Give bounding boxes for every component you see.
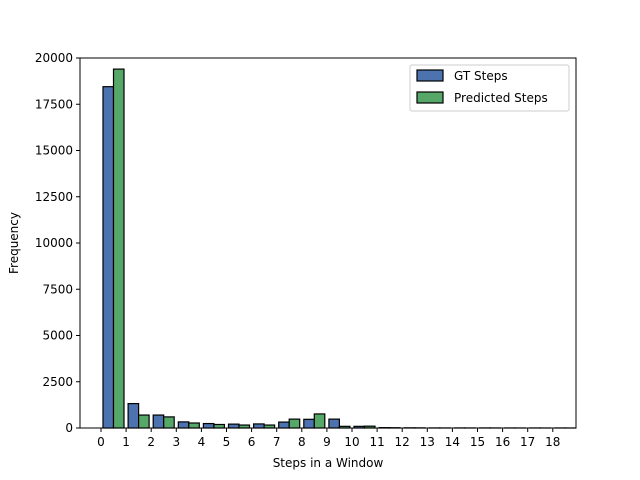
x-tick-label: 1 (122, 435, 130, 449)
x-tick-label: 4 (198, 435, 206, 449)
x-tick-label: 11 (369, 435, 384, 449)
x-tick-label: 8 (298, 435, 306, 449)
bar-gt-steps-6 (253, 423, 265, 429)
x-tick-label: 18 (545, 435, 560, 449)
x-tick-label: 7 (273, 435, 281, 449)
y-tick-label: 12500 (35, 190, 73, 204)
bar-predicted-steps-0 (112, 68, 125, 429)
bar-gt-steps-8 (303, 418, 315, 429)
legend-swatch-gt-steps (416, 69, 444, 82)
bar-gt-steps-2 (152, 414, 165, 429)
y-tick-label: 15000 (35, 144, 73, 158)
x-tick-label: 10 (344, 435, 359, 449)
y-axis-label: Frequency (7, 212, 21, 274)
legend-label-predicted-steps: Predicted Steps (454, 91, 548, 105)
bar-gt-steps-1 (127, 402, 140, 429)
bar-gt-steps-5 (227, 423, 240, 429)
y-tick-label: 0 (65, 421, 73, 435)
bar-predicted-steps-7 (288, 418, 301, 429)
y-axis-ticks: 0 2500 5000 7500 10000 12500 15000 17500 20000 (35, 51, 80, 435)
y-tick-label: 5000 (42, 329, 73, 343)
x-tick-label: 2 (147, 435, 155, 449)
legend-swatch-predicted-steps (416, 91, 444, 104)
x-tick-label: 6 (248, 435, 256, 449)
bar-predicted-steps-4 (213, 423, 225, 429)
legend-label-gt-steps: GT Steps (454, 69, 508, 83)
plot-frame (79, 57, 577, 429)
y-tick-label: 10000 (35, 236, 73, 250)
x-tick-label: 5 (223, 435, 231, 449)
bar-gt-steps-9 (328, 418, 340, 429)
bar-predicted-steps-2 (163, 416, 175, 429)
x-tick-label: 17 (520, 435, 535, 449)
bar-predicted-steps-8 (313, 413, 326, 429)
legend: GT Steps Predicted Steps (409, 64, 570, 112)
y-tick-label: 17500 (35, 97, 73, 111)
bar-predicted-steps-3 (188, 422, 200, 429)
x-axis-ticks: 0 1 2 3 4 5 6 7 8 9 10 11 12 13 14 15 16 17 18 (97, 428, 560, 449)
bar-gt-steps-0 (102, 86, 115, 429)
x-tick-label: 9 (323, 435, 331, 449)
x-axis-label: Steps in a Window (273, 456, 384, 470)
x-tick-label: 15 (470, 435, 485, 449)
bar-gt-steps-7 (278, 421, 290, 429)
x-tick-label: 3 (172, 435, 180, 449)
x-tick-label: 16 (495, 435, 510, 449)
x-tick-label: 14 (445, 435, 460, 449)
y-tick-label: 2500 (42, 375, 73, 389)
x-tick-label: 0 (97, 435, 105, 449)
bar-predicted-steps-1 (138, 414, 150, 429)
x-tick-label: 12 (395, 435, 410, 449)
x-tick-label: 13 (420, 435, 435, 449)
legend-box (409, 64, 570, 112)
bar-gt-steps-3 (177, 421, 190, 429)
plot-area (102, 68, 577, 429)
y-tick-label: 20000 (35, 51, 73, 65)
bar-gt-steps-4 (202, 422, 215, 429)
y-tick-label: 7500 (42, 282, 73, 296)
